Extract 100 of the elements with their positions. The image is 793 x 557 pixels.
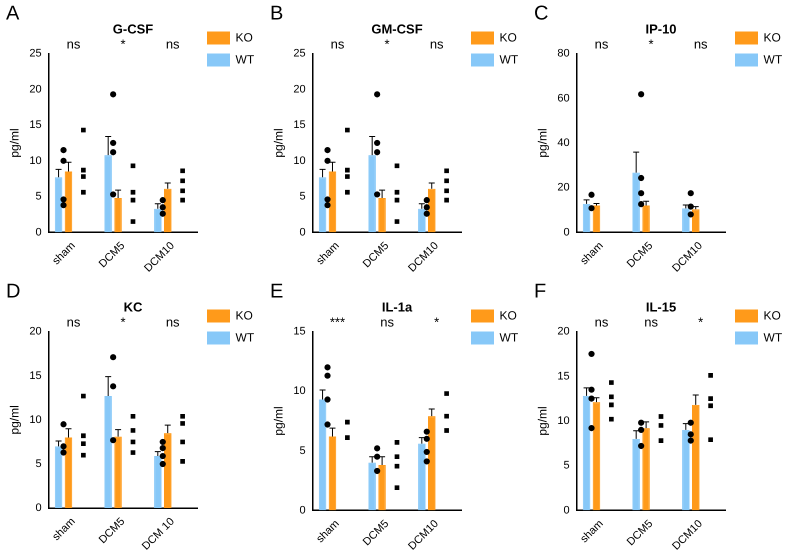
bar (328, 436, 336, 510)
legend-label: WT (500, 330, 519, 344)
y-tick-label: 10 (29, 414, 42, 426)
bar (114, 436, 122, 508)
text: ns (694, 36, 708, 52)
y-axis-title: pg/ml (536, 128, 550, 158)
y-tick-label: 5 (300, 444, 306, 457)
bar (54, 446, 62, 508)
y-tick-label: 20 (29, 83, 42, 96)
y-tick-label: 10 (293, 385, 306, 398)
y-tick-label: 5 (564, 460, 570, 472)
y-tick-label: 15 (293, 119, 306, 132)
legend-label: WT (236, 52, 255, 66)
text: C (534, 2, 548, 25)
y-tick-label: 0 (300, 226, 306, 238)
y-tick-label: 25 (29, 48, 42, 60)
bar (104, 155, 112, 232)
y-tick-label: 10 (557, 414, 570, 427)
bar (418, 208, 426, 232)
text: * (698, 314, 704, 330)
y-tick-label: 15 (29, 119, 42, 132)
chart-title: IL-15 (646, 299, 676, 314)
bar (318, 400, 326, 510)
chart-title: IP-10 (645, 21, 677, 36)
bar (632, 438, 640, 510)
bar (154, 456, 162, 508)
y-tick-label: 0 (36, 502, 42, 514)
bar (164, 188, 172, 232)
text: * (648, 36, 654, 52)
y-tick-label: 5 (36, 190, 42, 203)
y-axis-title: pg/ml (8, 128, 22, 158)
text: * (120, 314, 126, 330)
y-tick-label: 80 (557, 48, 570, 60)
bar (692, 404, 700, 510)
legend-label: KO (236, 30, 253, 44)
text: B (270, 2, 284, 25)
bar (378, 198, 386, 232)
bar (592, 205, 600, 232)
y-axis-title: pg/ml (8, 405, 22, 435)
y-tick-label: 60 (557, 92, 570, 104)
bar (428, 188, 436, 232)
y-tick-label: 0 (564, 226, 570, 238)
chart-title: IL-1a (382, 299, 413, 314)
y-tick-label: 15 (293, 326, 306, 338)
bar (64, 172, 72, 232)
y-tick-label: 5 (36, 458, 42, 470)
chart-title: GM-CSF (371, 21, 423, 36)
y-tick-label: 20 (557, 182, 570, 194)
text: A (6, 2, 20, 25)
bar (642, 205, 650, 232)
bar (582, 396, 590, 510)
bar (164, 433, 172, 508)
legend-label: WT (236, 330, 255, 344)
bar (692, 209, 700, 232)
chart-title: KC (124, 299, 143, 314)
bar (632, 172, 640, 232)
bar (368, 462, 376, 510)
y-tick-label: 15 (29, 370, 42, 382)
bar (64, 438, 72, 508)
y-tick-label: 10 (293, 154, 306, 167)
legend-label: KO (500, 30, 517, 44)
bar (154, 208, 162, 232)
y-tick-label: 20 (557, 326, 570, 338)
y-axis-title: pg/ml (536, 406, 550, 436)
y-tick-label: 25 (293, 48, 306, 60)
text: ns (380, 314, 394, 330)
text: * (120, 36, 126, 52)
bar (378, 465, 386, 510)
text: ns (594, 314, 609, 330)
bar (428, 416, 436, 510)
y-tick-label: 15 (557, 370, 570, 382)
bar (54, 177, 62, 232)
text: ns (66, 36, 81, 52)
bar (592, 402, 600, 510)
y-tick-label: 40 (557, 136, 570, 149)
text: * (384, 36, 390, 52)
text: F (534, 280, 546, 303)
text: D (6, 280, 20, 303)
text: ns (594, 36, 609, 52)
text: * (434, 314, 440, 330)
text: ns (430, 36, 444, 52)
chart-title: G-CSF (112, 21, 154, 36)
text: ns (330, 36, 345, 52)
y-tick-label: 20 (293, 83, 306, 96)
y-axis-title: pg/ml (272, 406, 286, 436)
y-tick-label: 0 (36, 226, 42, 238)
text: E (270, 280, 284, 303)
legend-label: KO (764, 30, 781, 44)
y-tick-label: 10 (29, 154, 42, 167)
bar (582, 204, 590, 232)
bar (682, 208, 690, 232)
bar (682, 430, 690, 510)
text: ns (644, 314, 658, 330)
bar (104, 396, 112, 508)
legend-label: KO (236, 308, 253, 322)
text: ns (166, 36, 180, 52)
y-tick-label: 20 (29, 326, 42, 338)
bar (114, 198, 122, 232)
bar (368, 155, 376, 232)
bar (418, 444, 426, 510)
